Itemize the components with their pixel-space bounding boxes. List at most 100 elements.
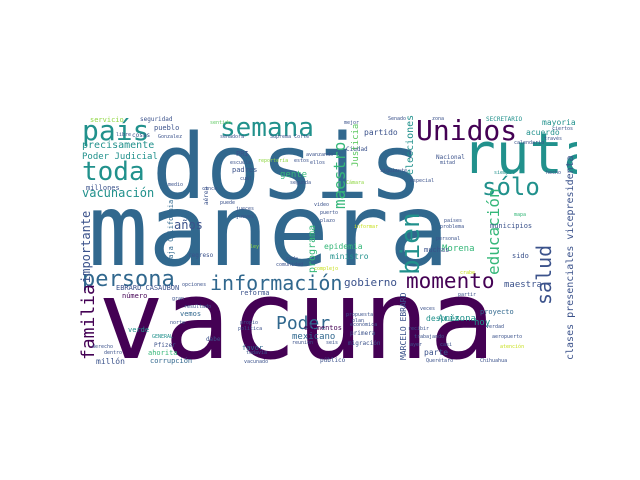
word-millon: millón xyxy=(96,357,125,366)
word-pais: país xyxy=(82,115,150,147)
word-avanzando: avanzando xyxy=(306,152,334,158)
word-numero: número xyxy=(122,292,148,300)
word-arizona: Arizona xyxy=(438,314,476,324)
word-complejo: complejo xyxy=(314,266,339,272)
word-gran: gran xyxy=(172,296,185,302)
word-elementos: elementos xyxy=(304,324,342,332)
word-sido: sido xyxy=(512,252,529,260)
word-mejor: mejor xyxy=(344,120,360,126)
word-pfizer: Pfizer xyxy=(154,342,176,349)
word-crabe: crabe xyxy=(460,270,476,276)
word-camara: Cámara xyxy=(346,180,365,186)
word-publico: público xyxy=(320,357,346,364)
word-padres: padres xyxy=(232,166,258,174)
word-precisamente: precisamente xyxy=(82,140,155,151)
word-nacional: Nacional xyxy=(436,154,465,161)
word-puerto: puerto xyxy=(320,210,339,216)
word-sentido: sentido xyxy=(210,120,232,126)
word-secretario: SECRETARIO xyxy=(486,116,523,123)
word-norte: norte xyxy=(170,320,186,326)
word-pri: PRI xyxy=(236,150,249,158)
word-primera: primera xyxy=(350,330,376,337)
word-hoy: hoy xyxy=(474,318,491,328)
word-vacunacion: vacunación xyxy=(82,186,155,200)
word-segunda: segunda xyxy=(290,180,312,186)
word-zona: zona xyxy=(432,116,445,122)
word-hecho: hecho xyxy=(546,170,562,176)
word-opciones: opciones xyxy=(182,282,207,288)
word-acuerdo: acuerdo xyxy=(526,128,560,137)
word-maestra: maestra xyxy=(504,280,542,290)
word-municipios: municipios xyxy=(490,222,533,230)
word-dosis: dosis xyxy=(152,115,423,220)
word-mexicano: mexicano xyxy=(292,332,336,342)
word-siempre: siempre xyxy=(494,170,516,176)
word-vacuna: vacuna xyxy=(98,256,496,368)
word-momento: momento xyxy=(406,269,495,293)
word-proyecto: proyecto xyxy=(480,308,514,316)
word-reforma: reforma xyxy=(240,289,270,297)
word-morena: Morena xyxy=(442,244,475,254)
word-persona: persona xyxy=(82,267,175,292)
word-servicio: servicio xyxy=(90,116,124,124)
word-salud: salud xyxy=(532,244,556,305)
word-ciertos: ciertos xyxy=(552,126,574,132)
word-bien: bien xyxy=(396,212,426,275)
word-propuesta: propuesta xyxy=(346,312,374,318)
word-corrupcion: corrupción xyxy=(150,357,193,365)
word-senado: Senado xyxy=(388,116,407,122)
word-dentro: dentro xyxy=(104,350,123,356)
word-calendario: calendario xyxy=(514,140,545,146)
word-paises: países xyxy=(444,218,463,224)
word-marcelo-ebrard: MARCELO EBRARD xyxy=(399,292,408,360)
word-gobierno: gobierno xyxy=(344,276,397,289)
word-cual: cuál xyxy=(240,176,253,182)
word-favor: favor xyxy=(242,344,264,352)
word-medio: medio xyxy=(168,182,184,188)
word-mapa: mapa xyxy=(514,212,527,218)
word-video: video xyxy=(314,202,330,208)
word-cada: cada xyxy=(286,256,299,262)
word-seis: seis xyxy=(326,340,339,346)
word-poder: Poder xyxy=(276,313,331,334)
word-ayer: ayer xyxy=(410,342,423,348)
word-cinco: cinco xyxy=(202,186,218,192)
word-ministro: ministro xyxy=(330,252,369,261)
word-mitad: mitad xyxy=(440,160,456,166)
word-verde: verde xyxy=(128,326,150,334)
word-ley: ley xyxy=(250,244,260,250)
word-general: GENERAL xyxy=(152,334,174,340)
word-atencion: atención xyxy=(500,344,525,350)
word-parte: parte xyxy=(424,348,449,357)
word-problema: problema xyxy=(440,224,465,230)
word-regreso: regreso xyxy=(188,252,214,259)
word-derecho: derecho xyxy=(92,344,114,350)
word-propio: propio xyxy=(240,320,259,326)
word-chihuahua: Chihuahua xyxy=(480,358,508,364)
word-personal: personal xyxy=(436,236,461,242)
word-reporteria: reportería xyxy=(258,158,289,164)
word-comunidad: comunidad xyxy=(276,262,304,268)
word-plan: plan xyxy=(352,318,365,324)
word-gonzalez: Gonzalez xyxy=(158,134,183,140)
word-despues: después xyxy=(426,314,460,323)
word-informar: informar xyxy=(354,224,379,230)
word-partido: partido xyxy=(364,128,398,137)
word-trabajando: trabajando xyxy=(414,334,445,340)
word-toda: toda xyxy=(82,157,145,187)
word-libre: libre xyxy=(116,132,132,138)
word-siguiente: siguiente xyxy=(380,168,408,174)
word-pueblo: pueblo xyxy=(154,124,180,132)
word-jueves: jueves xyxy=(236,214,255,220)
word-verdad: verdad xyxy=(486,324,505,330)
word-clases: clases presenciales vicepresidenta xyxy=(565,155,576,360)
word-educacion: educación xyxy=(484,188,503,275)
word-unidos: Unidos xyxy=(416,115,518,147)
word-ruta: ruta xyxy=(462,122,577,187)
word-todavia: todavía xyxy=(246,350,268,356)
word-vacunado: vacunado xyxy=(244,359,269,365)
word-ahorita: ahorita xyxy=(148,349,178,357)
word-cosas: cosas xyxy=(132,132,151,139)
word-estos: estos xyxy=(294,158,310,164)
word-migracion: migración xyxy=(348,340,381,347)
